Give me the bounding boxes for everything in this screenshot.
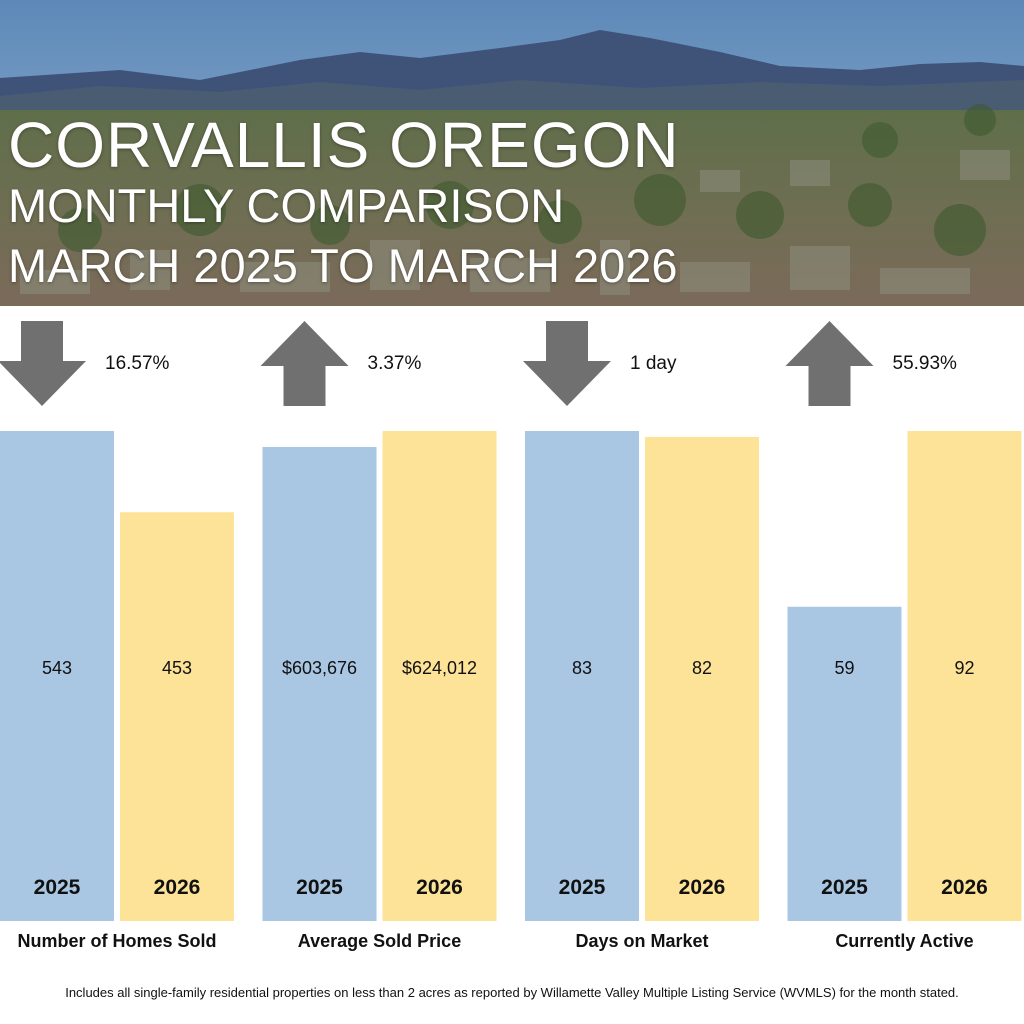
category-label: Number of Homes Sold: [17, 931, 216, 951]
percent-change-label: 16.57%: [105, 353, 170, 374]
arrow-down-icon: [523, 321, 611, 406]
bar-year-label: 2025: [821, 876, 868, 899]
arrow-up-icon: [260, 321, 349, 406]
bar-year-label: 2026: [416, 876, 463, 899]
bar-value-label: 59: [834, 658, 854, 678]
hero-banner: CORVALLIS OREGON MONTHLY COMPARISON MARC…: [0, 0, 1024, 306]
arrow-down-icon: [0, 321, 86, 406]
percent-change-label: 55.93%: [893, 353, 958, 374]
bar-value-label: $624,012: [402, 658, 477, 678]
bar-year-label: 2025: [34, 876, 81, 899]
arrow-up-icon: [785, 321, 874, 406]
bar-year-label: 2026: [941, 876, 988, 899]
bar-2026: [120, 512, 234, 921]
category-label: Days on Market: [575, 931, 708, 951]
comparison-chart: 16.57% 543 2025 453 2026 Number of Homes Sold…: [0, 321, 1022, 951]
bar-year-label: 2026: [679, 876, 726, 899]
bar-value-label: 82: [692, 658, 712, 678]
bar-value-label: 83: [572, 658, 592, 678]
bar-year-label: 2026: [154, 876, 201, 899]
percent-change-label: 3.37%: [368, 353, 422, 374]
bar-2025: [262, 446, 377, 921]
category-label: Currently Active: [835, 931, 973, 951]
bar-value-label: $603,676: [282, 658, 357, 678]
bar-2026: [645, 436, 759, 921]
footnote: Includes all single-family residential p…: [65, 985, 959, 1000]
bar-2026: [382, 431, 497, 921]
category-label: Average Sold Price: [298, 931, 461, 951]
title-date-range: MARCH 2025 TO MARCH 2026: [8, 239, 678, 292]
bar-2025: [787, 606, 902, 921]
title-city: CORVALLIS OREGON: [8, 109, 680, 181]
percent-change-label: 1 day: [630, 353, 677, 374]
city-mountain-photo: [0, 0, 1024, 306]
bar-value-label: 543: [42, 658, 72, 678]
bar-value-label: 453: [162, 658, 192, 678]
bar-value-label: 92: [954, 658, 974, 678]
bar-2025: [525, 431, 639, 921]
bar-year-label: 2025: [559, 876, 606, 899]
title-subtitle: MONTHLY COMPARISON: [8, 179, 565, 232]
bar-year-label: 2025: [296, 876, 343, 899]
bar-2026: [907, 431, 1022, 921]
bar-2025: [0, 431, 114, 921]
